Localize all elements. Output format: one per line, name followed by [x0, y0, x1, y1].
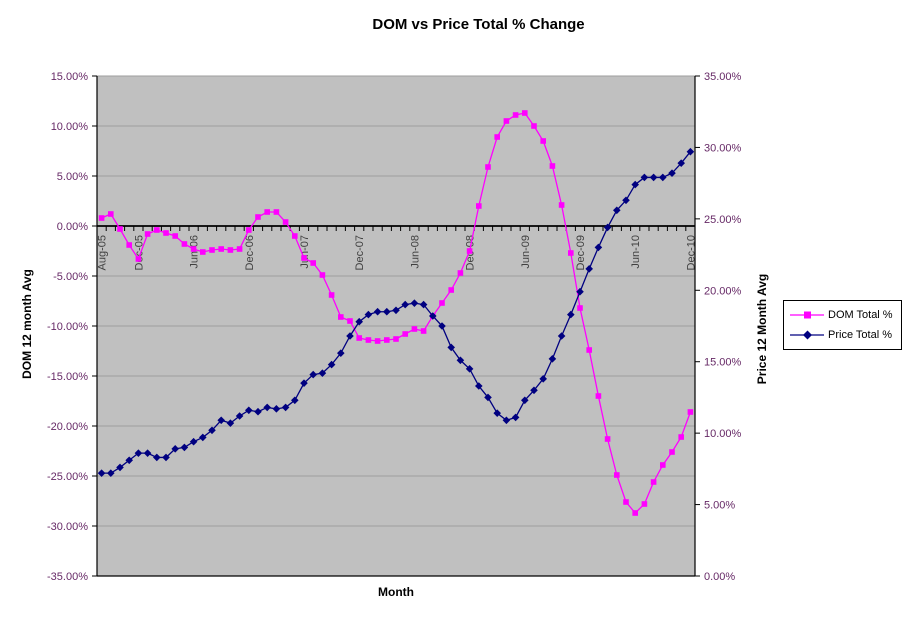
svg-text:-10.00%: -10.00%	[47, 321, 88, 333]
svg-text:15.00%: 15.00%	[704, 357, 742, 369]
svg-text:Dec-07: Dec-07	[354, 235, 366, 270]
svg-text:20.00%: 20.00%	[704, 285, 742, 297]
svg-text:Dec-05: Dec-05	[133, 235, 145, 270]
svg-text:Dec-10: Dec-10	[685, 235, 697, 270]
svg-text:25.00%: 25.00%	[704, 214, 742, 226]
svg-text:Jun-10: Jun-10	[630, 235, 642, 269]
svg-text:-20.00%: -20.00%	[47, 421, 88, 433]
x-axis-title: Month	[378, 585, 414, 599]
legend-item-price: Price Total %	[790, 325, 895, 345]
right-axis-title: Price 12 Month Avg	[755, 273, 769, 385]
svg-text:-25.00%: -25.00%	[47, 471, 88, 483]
svg-text:Dec-06: Dec-06	[244, 235, 256, 270]
legend-label-dom: DOM Total %	[828, 309, 893, 321]
dom-series-swatch-icon	[790, 311, 824, 319]
svg-text:Jun-08: Jun-08	[409, 235, 421, 269]
legend: DOM Total % Price Total %	[783, 300, 902, 350]
svg-text:-15.00%: -15.00%	[47, 371, 88, 383]
svg-text:Dec-09: Dec-09	[575, 235, 587, 270]
chart-title: DOM vs Price Total % Change	[372, 16, 585, 33]
svg-text:5.00%: 5.00%	[704, 500, 735, 512]
svg-text:10.00%: 10.00%	[704, 428, 742, 440]
svg-text:30.00%: 30.00%	[704, 142, 742, 154]
svg-text:35.00%: 35.00%	[704, 71, 742, 83]
svg-text:0.00%: 0.00%	[704, 571, 735, 583]
svg-text:Aug-05: Aug-05	[97, 235, 109, 270]
price-series-swatch-icon	[790, 330, 824, 340]
svg-text:15.00%: 15.00%	[51, 71, 89, 83]
legend-item-dom: DOM Total %	[790, 305, 895, 325]
svg-text:Jun-06: Jun-06	[189, 235, 201, 269]
legend-label-price: Price Total %	[828, 329, 892, 341]
svg-text:10.00%: 10.00%	[51, 121, 89, 133]
svg-text:0.00%: 0.00%	[57, 221, 88, 233]
svg-text:Jun-09: Jun-09	[520, 235, 532, 269]
left-axis-title: DOM 12 month Avg	[20, 269, 34, 379]
svg-text:-35.00%: -35.00%	[47, 571, 88, 583]
svg-text:5.00%: 5.00%	[57, 171, 88, 183]
svg-text:-5.00%: -5.00%	[53, 271, 88, 283]
svg-text:-30.00%: -30.00%	[47, 521, 88, 533]
